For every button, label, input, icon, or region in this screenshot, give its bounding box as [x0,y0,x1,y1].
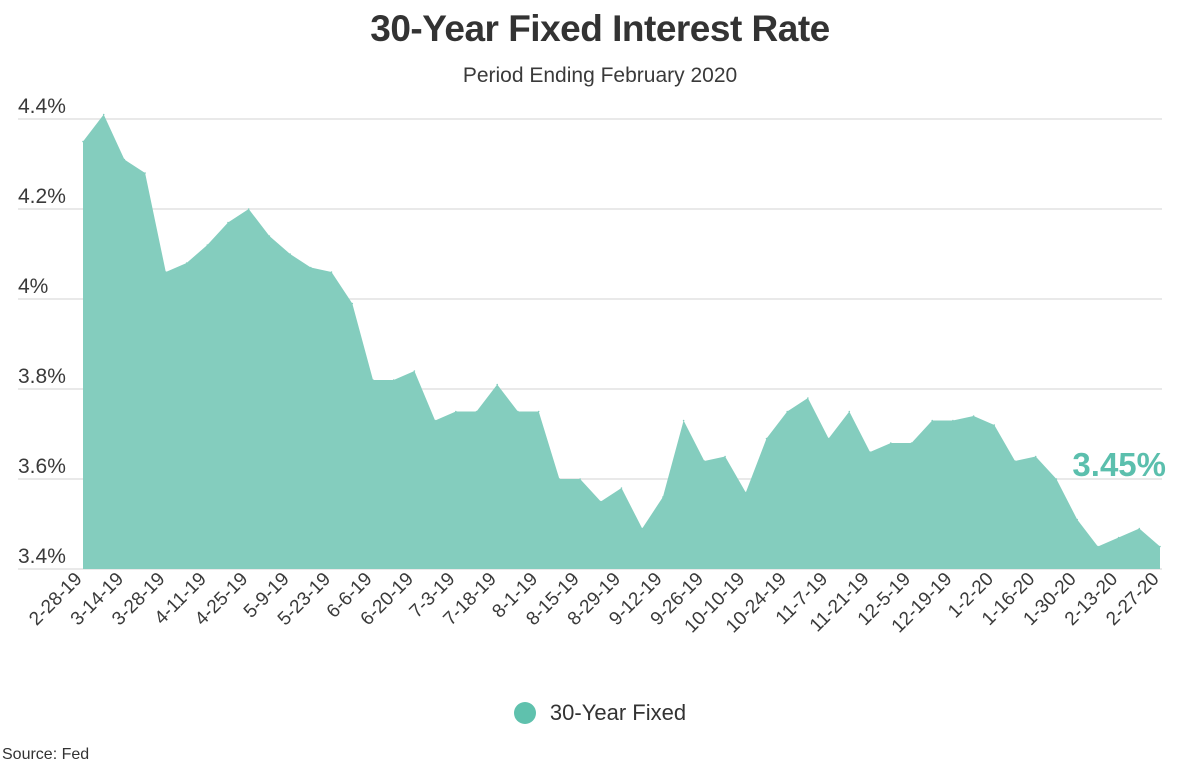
data-point [330,271,333,273]
data-point [144,172,146,174]
data-point [227,221,229,224]
data-point [724,455,726,458]
data-point [931,419,933,422]
x-axis-labels: 2-28-193-14-193-28-194-11-194-25-195-9-1… [25,569,1163,638]
data-point [123,158,126,161]
data-point [807,397,809,399]
data-point [289,253,291,255]
data-point [1034,455,1037,458]
data-point [890,442,892,444]
data-point [848,410,851,413]
y-axis-labels: 4.4% 4.2% 4% 3.8% 3.6% 3.4% [18,95,66,568]
series-area-fill [83,114,1160,569]
data-point [268,235,271,237]
data-point [517,410,519,413]
data-point [1055,478,1058,480]
data-point [165,271,167,273]
series-area [82,113,1161,569]
data-point [413,370,416,372]
data-point [910,442,913,444]
legend: 30-Year Fixed [0,700,1200,726]
y-tick-label: 4.2% [18,185,66,208]
data-point [1014,460,1016,462]
data-point [1097,545,1099,548]
data-point [786,410,788,413]
data-point [310,266,312,269]
last-value-label: 3.45% [1072,446,1166,483]
data-point [1159,545,1161,548]
data-point [600,500,602,503]
data-point [703,460,706,462]
data-point [537,410,540,413]
data-point [82,140,84,143]
legend-label: 30-Year Fixed [549,700,687,725]
data-point [102,113,105,116]
data-point [206,244,209,246]
data-point [579,478,581,480]
data-point [1138,527,1141,530]
data-point [993,424,996,426]
data-point [620,487,623,489]
chart-title: 30-Year Fixed Interest Rate [370,8,830,49]
data-point [247,208,250,210]
data-point [455,410,457,413]
data-point [372,379,374,381]
data-point [351,302,354,305]
y-tick-label: 3.4% [18,545,66,568]
data-point [662,496,664,498]
area-chart: 4.4% 4.2% 4% 3.8% 3.6% 3.4% 2-28-193-14-193-2… [18,95,1166,638]
legend-swatch-icon [513,702,536,724]
data-point [1117,536,1120,539]
annotations: 3.45% [1072,446,1166,483]
data-point [496,383,499,386]
data-point [745,491,747,494]
y-tick-label: 4.4% [18,95,66,118]
data-point [682,419,685,422]
data-point [475,410,478,413]
data-point [434,419,436,422]
data-point [641,527,643,530]
data-point [392,379,395,381]
data-point [1076,518,1078,521]
y-tick-label: 3.6% [18,455,66,478]
chart-subtitle: Period Ending February 2020 [462,64,738,87]
data-point [765,437,768,440]
data-point [869,451,871,453]
data-point [558,478,561,480]
source-note: Source: Fed [2,746,90,763]
y-tick-label: 3.8% [18,365,66,388]
data-point [827,437,830,440]
data-point [972,415,975,417]
data-point [185,262,188,264]
y-tick-label: 4% [18,275,48,298]
data-point [952,419,954,422]
